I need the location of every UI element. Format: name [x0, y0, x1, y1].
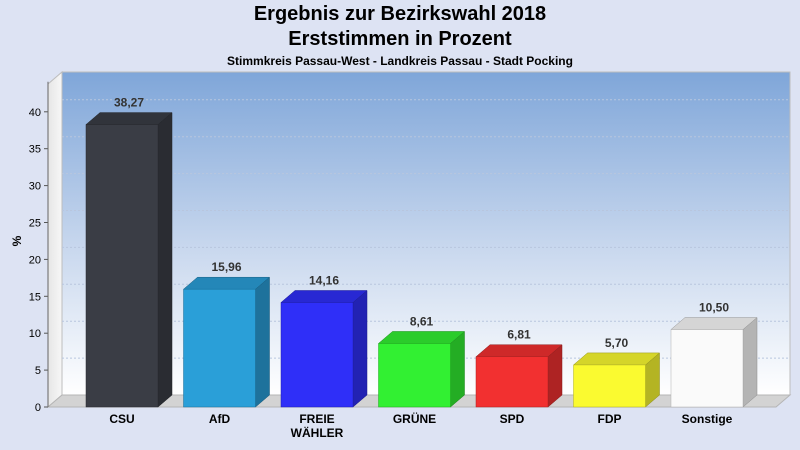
x-tick-label: FDP: [598, 412, 622, 426]
x-tick-label: GRÜNE: [393, 411, 436, 426]
chart-title: Ergebnis zur Bezirkswahl 2018: [253, 3, 547, 25]
bar-side: [742, 316, 758, 408]
bar-top: [280, 290, 368, 303]
data-label: 8,61: [410, 314, 434, 328]
bar-grüne: [378, 343, 451, 408]
bar-top: [572, 352, 661, 366]
y-tick-label: 0: [35, 402, 41, 414]
chart-subtitle: Erststimmen in Prozent: [288, 28, 512, 50]
y-tick-label: 15: [29, 291, 41, 303]
bar-top: [377, 331, 466, 344]
chart-region-subtitle: Stimmkreis Passau-West - Landkreis Passa…: [227, 54, 573, 68]
x-tick-label: Sonstige: [682, 412, 733, 426]
x-tick-label: FREIE WÄHLER: [291, 412, 344, 440]
bar-freie-wähler: [280, 302, 354, 408]
data-label: 6,81: [507, 328, 531, 342]
data-label: 14,16: [309, 273, 339, 287]
y-tick-label: 20: [29, 254, 41, 266]
bar-side: [255, 276, 270, 408]
x-tick-label: CSU: [109, 412, 134, 426]
y-tick-label: 10: [29, 328, 41, 340]
side-wall: [47, 70, 63, 409]
y-tick-label: 30: [29, 181, 41, 193]
data-label: 38,27: [114, 96, 144, 110]
y-tick-label: 35: [29, 144, 41, 156]
y-tick-label: 25: [29, 218, 41, 230]
bar-side: [450, 330, 465, 408]
y-axis-label: %: [10, 235, 24, 246]
bar-top: [85, 112, 173, 125]
bar-afd: [183, 288, 256, 408]
x-tick-label: SPD: [500, 412, 525, 426]
bar-sonstige: [670, 329, 744, 408]
bar-spd: [475, 356, 549, 408]
bar-top: [475, 344, 563, 357]
bar-csu: [85, 124, 159, 408]
bar-top: [182, 276, 271, 290]
bar-side: [352, 289, 368, 408]
data-label: 5,70: [605, 336, 629, 350]
bar-side: [157, 112, 173, 408]
x-tick-label: AfD: [209, 412, 231, 426]
y-tick-label: 40: [29, 107, 41, 119]
bar-fdp: [573, 364, 646, 408]
data-label: 15,96: [211, 260, 241, 274]
data-label: 10,50: [699, 301, 729, 315]
bar-top: [670, 317, 758, 330]
y-tick-label: 5: [35, 365, 41, 377]
